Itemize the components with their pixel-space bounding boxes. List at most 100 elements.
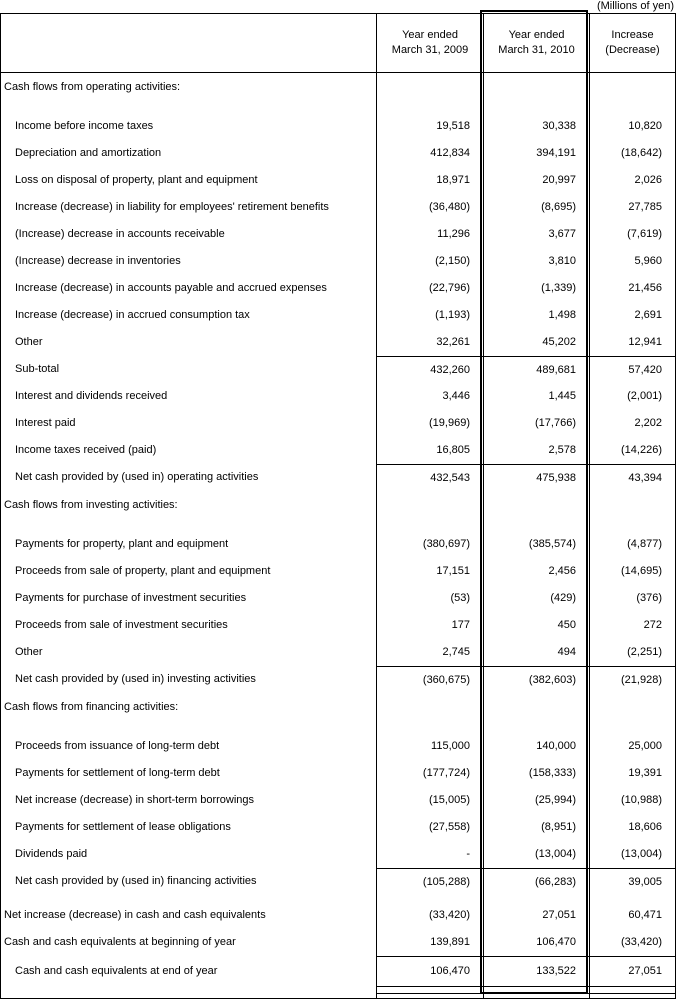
column-header-line: March 31, 2010 bbox=[498, 44, 575, 56]
row-label: Payments for purchase of investment secu… bbox=[15, 592, 247, 604]
value-cell-increase: (376) bbox=[589, 585, 675, 612]
value-cell-2009: 3,446 bbox=[376, 383, 483, 410]
value-cell-increase: (21,928) bbox=[589, 666, 675, 693]
value-cell-increase: (14,695) bbox=[589, 558, 675, 585]
value-cell-increase: (18,642) bbox=[589, 140, 675, 167]
value-cell-2009: 18,971 bbox=[376, 167, 483, 194]
value-cell-2009 bbox=[376, 693, 483, 733]
row-label: Cash flows from operating activities: bbox=[4, 81, 181, 93]
table-row-section: Cash flows from operating activities: bbox=[1, 73, 675, 113]
value-cell-increase: 57,420 bbox=[589, 356, 675, 383]
row-label: Net increase (decrease) in cash and cash… bbox=[4, 909, 266, 921]
value-cell-2010: 489,681 bbox=[483, 356, 589, 383]
row-label: Cash and cash equivalents at end of year bbox=[15, 964, 218, 977]
value-cell-2010: 133,522 bbox=[483, 956, 589, 986]
column-header-year-2009: Year ended March 31, 2009 bbox=[376, 14, 483, 72]
value-cell-2010: 3,677 bbox=[483, 221, 589, 248]
value-cell-2010: (429) bbox=[483, 585, 589, 612]
table-row-section: Cash flows from investing activities: bbox=[1, 491, 675, 531]
value-cell-2009: (380,697) bbox=[376, 531, 483, 558]
value-cell-increase: (7,619) bbox=[589, 221, 675, 248]
row-label: Net increase (decrease) in short-term bo… bbox=[15, 794, 255, 806]
table-row-section: Cash flows from financing activities: bbox=[1, 693, 675, 733]
value-cell-2010: (66,283) bbox=[483, 868, 589, 895]
row-label: Proceeds from sale of investment securit… bbox=[15, 619, 228, 631]
value-cell-2009: 432,543 bbox=[376, 464, 483, 491]
value-cell-increase: 272 bbox=[589, 612, 675, 639]
value-cell-2009: 412,834 bbox=[376, 140, 483, 167]
value-cell-2010: 140,000 bbox=[483, 733, 589, 760]
row-label: Payments for settlement of long-term deb… bbox=[15, 767, 220, 779]
row-label: Other bbox=[15, 336, 43, 348]
table-row-item: Increase (decrease) in accrued consumpti… bbox=[1, 302, 675, 329]
row-label: Dividends paid bbox=[15, 848, 88, 860]
value-cell-2009: (19,969) bbox=[376, 410, 483, 437]
row-label: Interest paid bbox=[15, 417, 76, 429]
column-header-line: March 31, 2009 bbox=[391, 44, 469, 56]
value-cell-2009: 139,891 bbox=[376, 929, 483, 956]
row-label: Loss on disposal of property, plant and … bbox=[15, 174, 258, 186]
value-cell-increase: 39,005 bbox=[589, 868, 675, 895]
column-header-line: Year ended bbox=[508, 29, 565, 41]
value-cell-2009: - bbox=[376, 841, 483, 868]
table-row-total: Net cash provided by (used in) operating… bbox=[1, 464, 675, 491]
double-rule-row bbox=[1, 986, 675, 998]
value-cell-increase: 19,391 bbox=[589, 760, 675, 787]
value-cell-2009 bbox=[376, 491, 483, 531]
double-rule-cell-2009 bbox=[376, 986, 483, 998]
table-row-item: Payments for settlement of lease obligat… bbox=[1, 814, 675, 841]
value-cell-increase: 27,785 bbox=[589, 194, 675, 221]
table-row-item: Depreciation and amortization 412,834 39… bbox=[1, 140, 675, 167]
value-cell-2009: (105,288) bbox=[376, 868, 483, 895]
row-label: Income before income taxes bbox=[15, 120, 154, 132]
value-cell-2010: 2,456 bbox=[483, 558, 589, 585]
value-cell-increase: 2,202 bbox=[589, 410, 675, 437]
value-cell-increase: (14,226) bbox=[589, 437, 675, 464]
value-cell-increase bbox=[589, 491, 675, 531]
column-header-increase-decrease: Increase (Decrease) bbox=[589, 14, 675, 72]
value-cell-2009: 177 bbox=[376, 612, 483, 639]
value-cell-2010: 475,938 bbox=[483, 464, 589, 491]
row-label: Net cash provided by (used in) financing… bbox=[15, 875, 257, 887]
row-label: Proceeds from issuance of long-term debt bbox=[15, 740, 220, 752]
value-cell-2010: (158,333) bbox=[483, 760, 589, 787]
value-cell-2009: (2,150) bbox=[376, 248, 483, 275]
value-cell-2010: (13,004) bbox=[483, 841, 589, 868]
row-label: Sub-total bbox=[15, 363, 60, 375]
value-cell-increase: 25,000 bbox=[589, 733, 675, 760]
value-cell-2010: 394,191 bbox=[483, 140, 589, 167]
table-row-item: Income before income taxes 19,518 30,338… bbox=[1, 113, 675, 140]
value-cell-2010: 20,997 bbox=[483, 167, 589, 194]
row-label: Cash flows from investing activities: bbox=[4, 499, 178, 511]
value-cell-2010: (385,574) bbox=[483, 531, 589, 558]
value-cell-increase bbox=[589, 73, 675, 113]
units-note: (Millions of yen) bbox=[596, 0, 674, 12]
value-cell-increase: (4,877) bbox=[589, 531, 675, 558]
value-cell-2010: 494 bbox=[483, 639, 589, 666]
value-cell-increase: (33,420) bbox=[589, 929, 675, 956]
table-row-item: Interest and dividends received 3,446 1,… bbox=[1, 383, 675, 410]
table-row-item: Proceeds from sale of investment securit… bbox=[1, 612, 675, 639]
value-cell-2009: 11,296 bbox=[376, 221, 483, 248]
value-cell-2010: 450 bbox=[483, 612, 589, 639]
table-row-item: Net increase (decrease) in short-term bo… bbox=[1, 787, 675, 814]
value-cell-2009: (360,675) bbox=[376, 666, 483, 693]
row-label: Increase (decrease) in accounts payable … bbox=[15, 282, 327, 294]
value-cell-2009: 2,745 bbox=[376, 639, 483, 666]
row-label: Interest and dividends received bbox=[15, 390, 168, 402]
value-cell-2010: 3,810 bbox=[483, 248, 589, 275]
table-row-item: Dividends paid - (13,004) (13,004) bbox=[1, 841, 675, 868]
value-cell-increase: 18,606 bbox=[589, 814, 675, 841]
value-cell-2010: (382,603) bbox=[483, 666, 589, 693]
value-cell-2010: 2,578 bbox=[483, 437, 589, 464]
value-cell-2009: 106,470 bbox=[376, 956, 483, 986]
value-cell-2009: 32,261 bbox=[376, 329, 483, 356]
value-cell-2010 bbox=[483, 693, 589, 733]
value-cell-increase: 10,820 bbox=[589, 113, 675, 140]
value-cell-2010: 45,202 bbox=[483, 329, 589, 356]
column-header-line: (Decrease) bbox=[605, 44, 660, 56]
value-cell-2010: 27,051 bbox=[483, 895, 589, 929]
value-cell-increase: 2,691 bbox=[589, 302, 675, 329]
value-cell-increase: 27,051 bbox=[589, 956, 675, 986]
double-rule-empty-label bbox=[1, 986, 376, 998]
